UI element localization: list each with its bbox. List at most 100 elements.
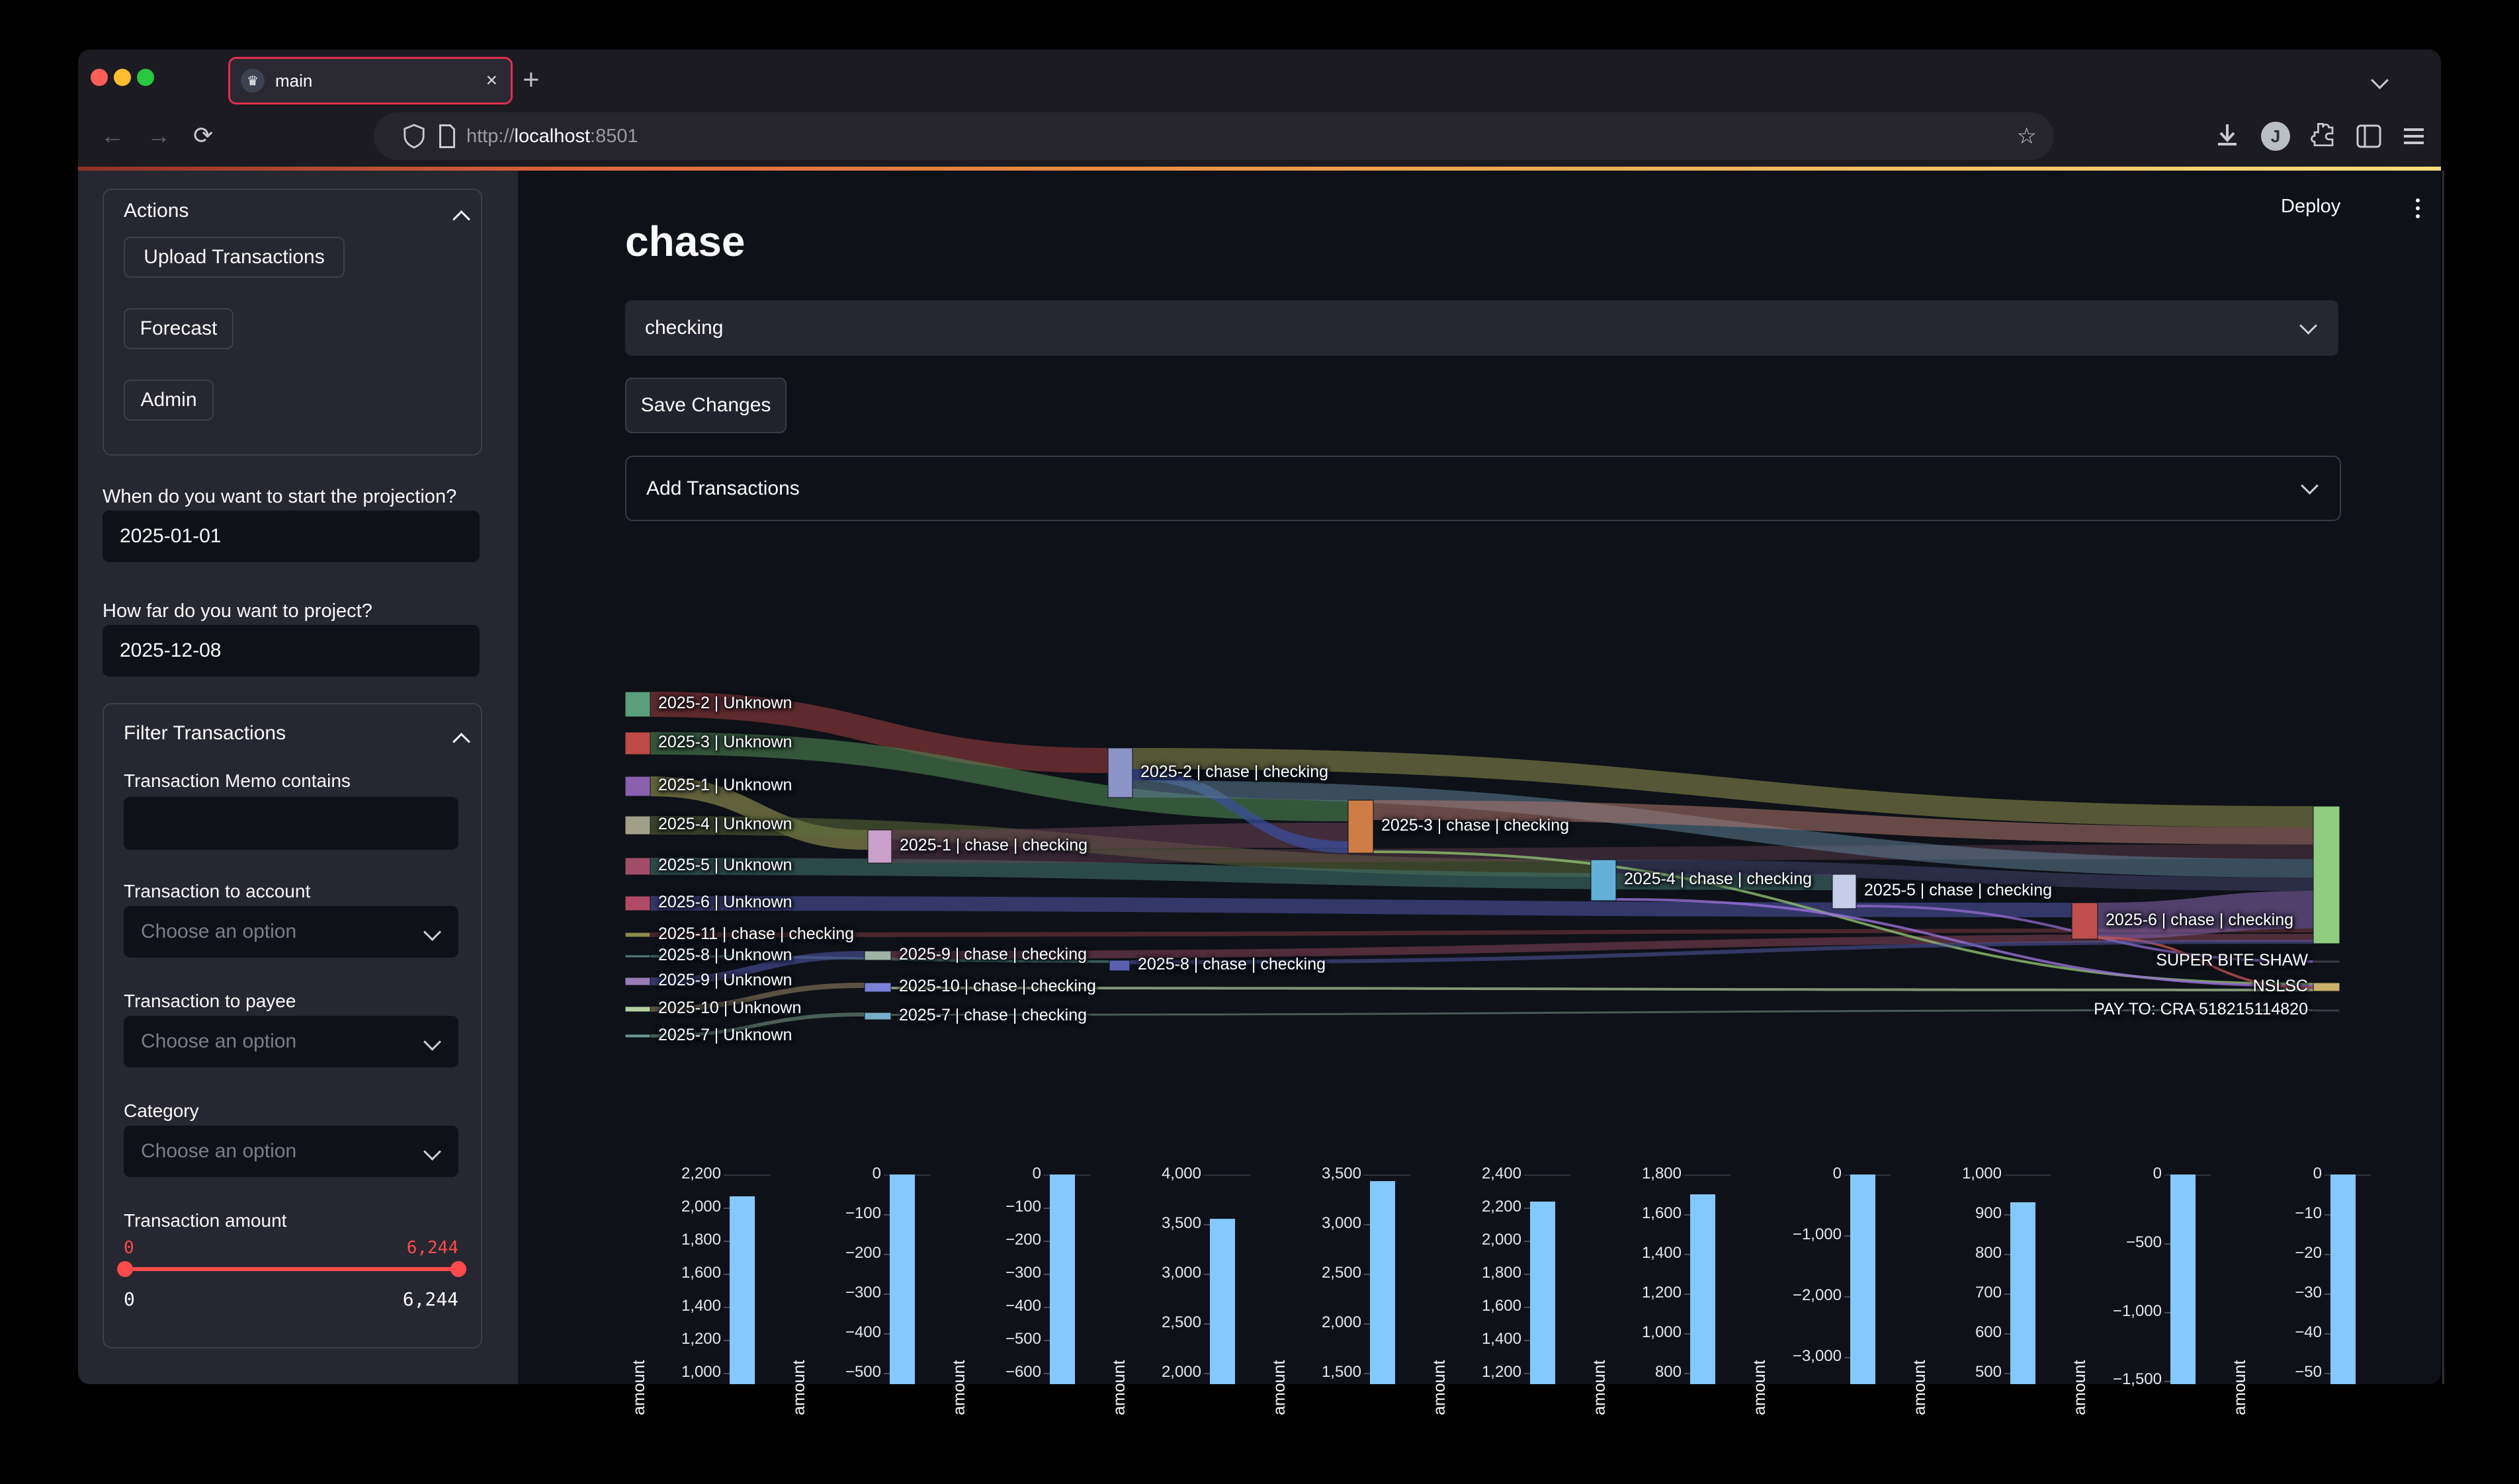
sankey-node[interactable] bbox=[624, 815, 651, 835]
sankey-node[interactable] bbox=[2071, 902, 2098, 940]
sankey-node[interactable] bbox=[864, 982, 892, 993]
app-menu-kebab-icon[interactable] bbox=[2416, 198, 2420, 202]
sankey-node[interactable] bbox=[1832, 874, 1857, 909]
zoom-window-button[interactable] bbox=[137, 69, 154, 86]
sankey-link[interactable] bbox=[892, 823, 1348, 850]
sankey-link[interactable] bbox=[1373, 850, 2313, 985]
sankey-node[interactable] bbox=[624, 857, 651, 876]
bar-chart-bar[interactable] bbox=[2010, 1202, 2035, 1384]
sankey-node[interactable] bbox=[624, 895, 651, 911]
sankey-link[interactable] bbox=[2098, 936, 2313, 989]
memo-filter-input[interactable] bbox=[124, 797, 458, 850]
sankey-link[interactable] bbox=[2098, 891, 2313, 939]
sankey-node[interactable] bbox=[624, 776, 651, 797]
sidebar-toggle-icon[interactable] bbox=[2356, 124, 2384, 151]
sankey-node[interactable] bbox=[624, 954, 651, 958]
projection-end-input[interactable]: 2025-12-08 bbox=[103, 625, 480, 677]
forward-icon[interactable]: → bbox=[147, 122, 171, 149]
sankey-link[interactable] bbox=[1616, 860, 2313, 891]
scrollbar[interactable] bbox=[2442, 171, 2444, 1384]
filter-expander-title[interactable]: Filter Transactions bbox=[124, 722, 286, 744]
menu-hamburger-icon[interactable] bbox=[2404, 128, 2424, 131]
add-transactions-expander[interactable]: Add Transactions bbox=[625, 456, 2341, 521]
admin-button[interactable]: Admin bbox=[124, 380, 214, 421]
sankey-link[interactable] bbox=[650, 858, 1832, 890]
sankey-link[interactable] bbox=[1132, 748, 2313, 827]
sankey-link[interactable] bbox=[1130, 940, 2313, 964]
amount-slider-thumb-min[interactable] bbox=[117, 1261, 133, 1277]
projection-start-input[interactable]: 2025-01-01 bbox=[103, 511, 480, 562]
save-changes-button[interactable]: Save Changes bbox=[625, 378, 787, 433]
bar-chart-tick-mark bbox=[1684, 1333, 1691, 1335]
url-bar[interactable]: http://localhost:8501 ☆ bbox=[374, 112, 2054, 160]
sankey-link[interactable] bbox=[1132, 769, 1348, 853]
sankey-node-label: 2025-10 | chase | checking bbox=[899, 977, 1096, 995]
category-select[interactable]: Choose an option bbox=[124, 1126, 458, 1177]
deploy-button[interactable]: Deploy bbox=[2281, 196, 2341, 217]
sankey-node[interactable] bbox=[1347, 800, 1374, 854]
download-icon[interactable] bbox=[2213, 122, 2242, 152]
account-select-value: checking bbox=[645, 317, 724, 339]
sankey-link[interactable] bbox=[650, 692, 1108, 773]
sankey-node[interactable] bbox=[2313, 982, 2340, 992]
bookmark-star-icon[interactable]: ☆ bbox=[2016, 124, 2037, 149]
sankey-node[interactable] bbox=[864, 950, 892, 961]
sankey-link[interactable] bbox=[650, 896, 2072, 917]
bar-chart-bar[interactable] bbox=[2170, 1175, 2196, 1384]
extensions-puzzle-icon[interactable] bbox=[2309, 120, 2339, 152]
sankey-node[interactable] bbox=[624, 731, 651, 755]
sankey-node[interactable] bbox=[624, 932, 651, 938]
browser-tab-main[interactable]: ♛ main × bbox=[228, 57, 513, 104]
sankey-node[interactable] bbox=[1107, 747, 1133, 798]
forecast-button[interactable]: Forecast bbox=[124, 308, 234, 349]
profile-avatar[interactable]: J bbox=[2261, 122, 2290, 151]
bar-chart-bar[interactable] bbox=[730, 1196, 755, 1384]
reload-icon[interactable]: ⟳ bbox=[193, 122, 214, 149]
sankey-link[interactable] bbox=[1616, 898, 2313, 987]
sankey-node[interactable] bbox=[1109, 960, 1131, 971]
amount-slider-thumb-max[interactable] bbox=[450, 1261, 466, 1277]
streamlit-favicon-icon: ♛ bbox=[241, 69, 265, 93]
sankey-link[interactable] bbox=[650, 732, 1348, 821]
bar-chart-bar[interactable] bbox=[1370, 1181, 1395, 1384]
sankey-node[interactable] bbox=[2313, 960, 2340, 964]
sankey-link[interactable] bbox=[650, 1012, 865, 1038]
sankey-link[interactable] bbox=[650, 983, 865, 1012]
sankey-node[interactable] bbox=[624, 691, 651, 718]
tab-close-icon[interactable]: × bbox=[486, 69, 497, 91]
new-tab-button[interactable]: + bbox=[523, 63, 540, 96]
sankey-node[interactable] bbox=[2313, 1009, 2340, 1012]
bar-chart-bar[interactable] bbox=[1530, 1202, 1555, 1384]
bar-chart-bar[interactable] bbox=[1050, 1175, 1075, 1384]
to-account-select[interactable]: Choose an option bbox=[124, 906, 458, 958]
bar-chart-bar[interactable] bbox=[890, 1175, 915, 1384]
sankey-node[interactable] bbox=[867, 829, 892, 864]
sankey-node[interactable] bbox=[1590, 859, 1617, 901]
bar-chart-bar[interactable] bbox=[1210, 1219, 1235, 1384]
to-payee-select[interactable]: Choose an option bbox=[124, 1016, 458, 1067]
sankey-link[interactable] bbox=[650, 951, 865, 985]
sankey-link[interactable] bbox=[891, 1009, 2313, 1016]
sankey-link[interactable] bbox=[1373, 800, 2313, 845]
close-window-button[interactable] bbox=[91, 69, 108, 86]
sankey-node[interactable] bbox=[624, 1006, 651, 1012]
back-icon[interactable]: ← bbox=[101, 122, 124, 149]
actions-expander-title[interactable]: Actions bbox=[124, 200, 189, 222]
bar-chart-bar[interactable] bbox=[2330, 1175, 2356, 1384]
minimize-window-button[interactable] bbox=[114, 69, 131, 86]
account-select[interactable]: checking bbox=[625, 300, 2338, 356]
bar-chart-tick-label: 2,000 bbox=[681, 1198, 721, 1216]
bar-chart-tick-label: 3,500 bbox=[1321, 1165, 1361, 1182]
sankey-node[interactable] bbox=[624, 1034, 651, 1038]
amount-slider-track[interactable] bbox=[124, 1267, 458, 1271]
bar-chart-bar[interactable] bbox=[1690, 1194, 1715, 1384]
sankey-link[interactable] bbox=[650, 928, 2313, 937]
sankey-node[interactable] bbox=[624, 977, 651, 986]
sankey-node[interactable] bbox=[864, 1012, 892, 1020]
bar-chart-tick-label: 1,600 bbox=[681, 1264, 721, 1282]
sankey-node[interactable] bbox=[2313, 805, 2340, 944]
upload-transactions-button[interactable]: Upload Transactions bbox=[124, 237, 345, 278]
bar-chart-bar[interactable] bbox=[1850, 1175, 1875, 1384]
bar-chart-tick-label: 700 bbox=[1975, 1284, 2002, 1301]
sankey-link[interactable] bbox=[891, 987, 2313, 991]
